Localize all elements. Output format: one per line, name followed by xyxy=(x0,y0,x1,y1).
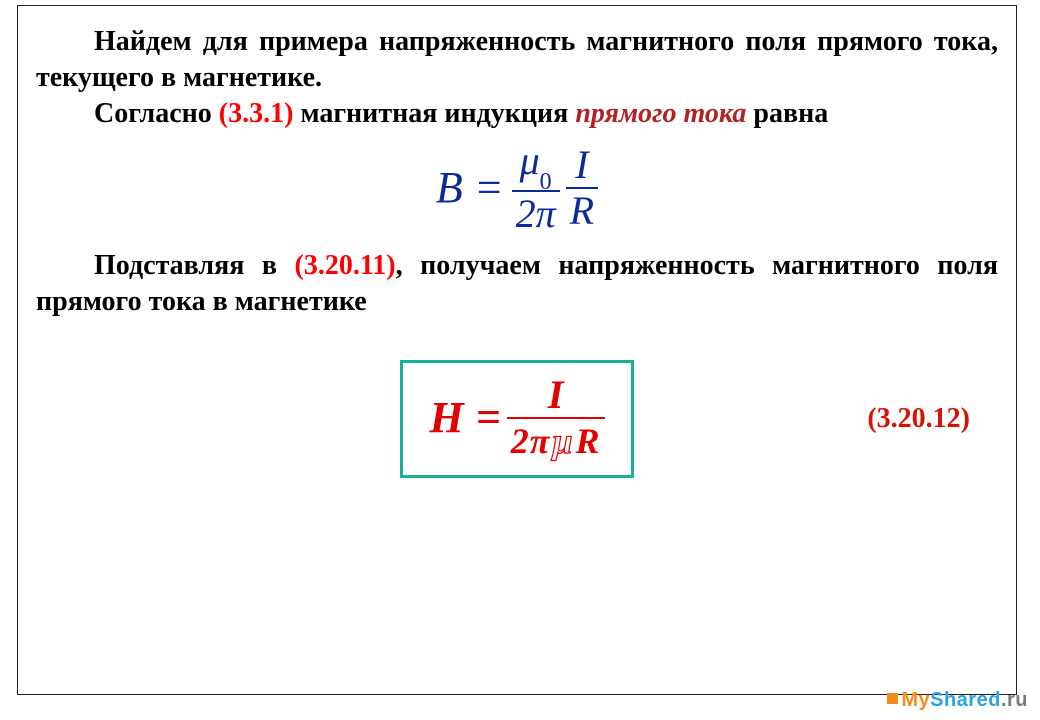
para2-pre: Согласно xyxy=(94,98,219,129)
equation-2: H = I 2πμR xyxy=(429,373,604,461)
equation-2-row: H = I 2πμR (3.20.12) xyxy=(36,344,998,494)
eq1-frac-1: μ0 2π xyxy=(512,139,560,236)
ref-3-20-11: (3.20.11) xyxy=(295,250,396,281)
eq1-f1-sub: 0 xyxy=(540,169,552,195)
eq2-num: I xyxy=(518,373,594,417)
para2-mid: магнитная индукция xyxy=(293,98,575,129)
logo-square-icon xyxy=(887,693,898,704)
eq1-frac-2: I R xyxy=(566,143,598,233)
eq1-f1-num: μ xyxy=(520,138,540,183)
wm-part1: My xyxy=(901,689,930,711)
eq2-lhs: H xyxy=(429,392,469,443)
equation-2-box: H = I 2πμR xyxy=(400,360,633,478)
paragraph-2: Согласно (3.3.1) магнитная индукция прям… xyxy=(36,96,998,132)
eq1-f2-den: R xyxy=(566,189,598,233)
paragraph-1: Найдем для примера напряженность магнитн… xyxy=(36,24,998,96)
eq2-den-post: R xyxy=(575,421,600,461)
paragraph-3: Подставляя в (3.20.11), получаем напряже… xyxy=(36,248,998,320)
eq2-equals: = xyxy=(470,392,507,443)
watermark-logo: MyShared.ru xyxy=(887,689,1028,712)
eq1-equals: = xyxy=(473,162,506,213)
wm-part3: .ru xyxy=(1001,689,1028,711)
slide-frame: Найдем для примера напряженность магнитн… xyxy=(17,5,1017,695)
para2-italic: прямого тока xyxy=(575,98,746,129)
para1-text: Найдем для примера напряженность магнитн… xyxy=(36,26,998,93)
eq2-frac: I 2πμR xyxy=(507,373,605,461)
equation-2-number: (3.20.12) xyxy=(867,403,970,435)
eq2-den-mu: μ xyxy=(550,421,575,461)
equation-1-row: B = μ0 2π I R xyxy=(36,139,998,236)
eq2-den-pre: 2π xyxy=(511,421,551,461)
eq1-lhs: B xyxy=(436,162,467,213)
para2-post: равна xyxy=(746,98,828,129)
eq1-f2-num: I xyxy=(571,143,592,187)
para3-pre: Подставляя в xyxy=(94,250,295,281)
wm-part2: Shared xyxy=(930,689,1001,711)
ref-3-3-1: (3.3.1) xyxy=(219,98,294,129)
eq1-f1-den: 2π xyxy=(512,192,560,236)
equation-1: B = μ0 2π I R xyxy=(436,139,598,236)
slide-content: Найдем для примера напряженность магнитн… xyxy=(18,6,1016,494)
